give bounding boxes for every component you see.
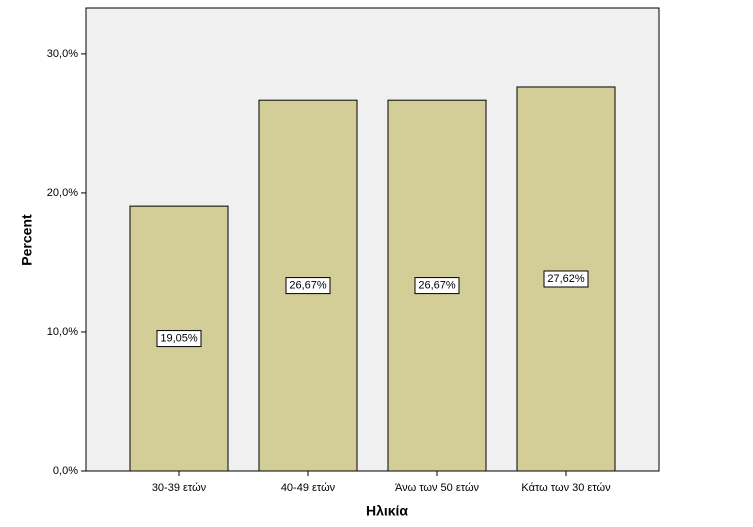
y-tick-label: 10,0% (47, 326, 78, 338)
y-tick-label: 0,0% (53, 465, 78, 477)
value-label-box (543, 270, 589, 288)
y-axis-title: Percent (19, 214, 35, 266)
value-label-box (414, 277, 460, 295)
value-label-box (285, 277, 331, 295)
x-tick-label: Άνω των 50 ετών (395, 482, 480, 494)
value-label: 26,67% (418, 279, 456, 291)
value-label: 19,05% (160, 332, 198, 344)
value-label: 26,67% (289, 279, 327, 291)
x-tick-label: 30-39 ετών (152, 482, 207, 494)
value-label: 27,62% (547, 273, 585, 285)
x-axis-title: Ηλικία (366, 503, 408, 519)
x-tick-label: Κάτω των 30 ετών (521, 482, 611, 494)
y-tick-label: 30,0% (47, 48, 78, 60)
x-tick-label: 40-49 ετών (281, 482, 336, 494)
y-tick-label: 20,0% (47, 187, 78, 199)
value-label-box (156, 330, 202, 348)
